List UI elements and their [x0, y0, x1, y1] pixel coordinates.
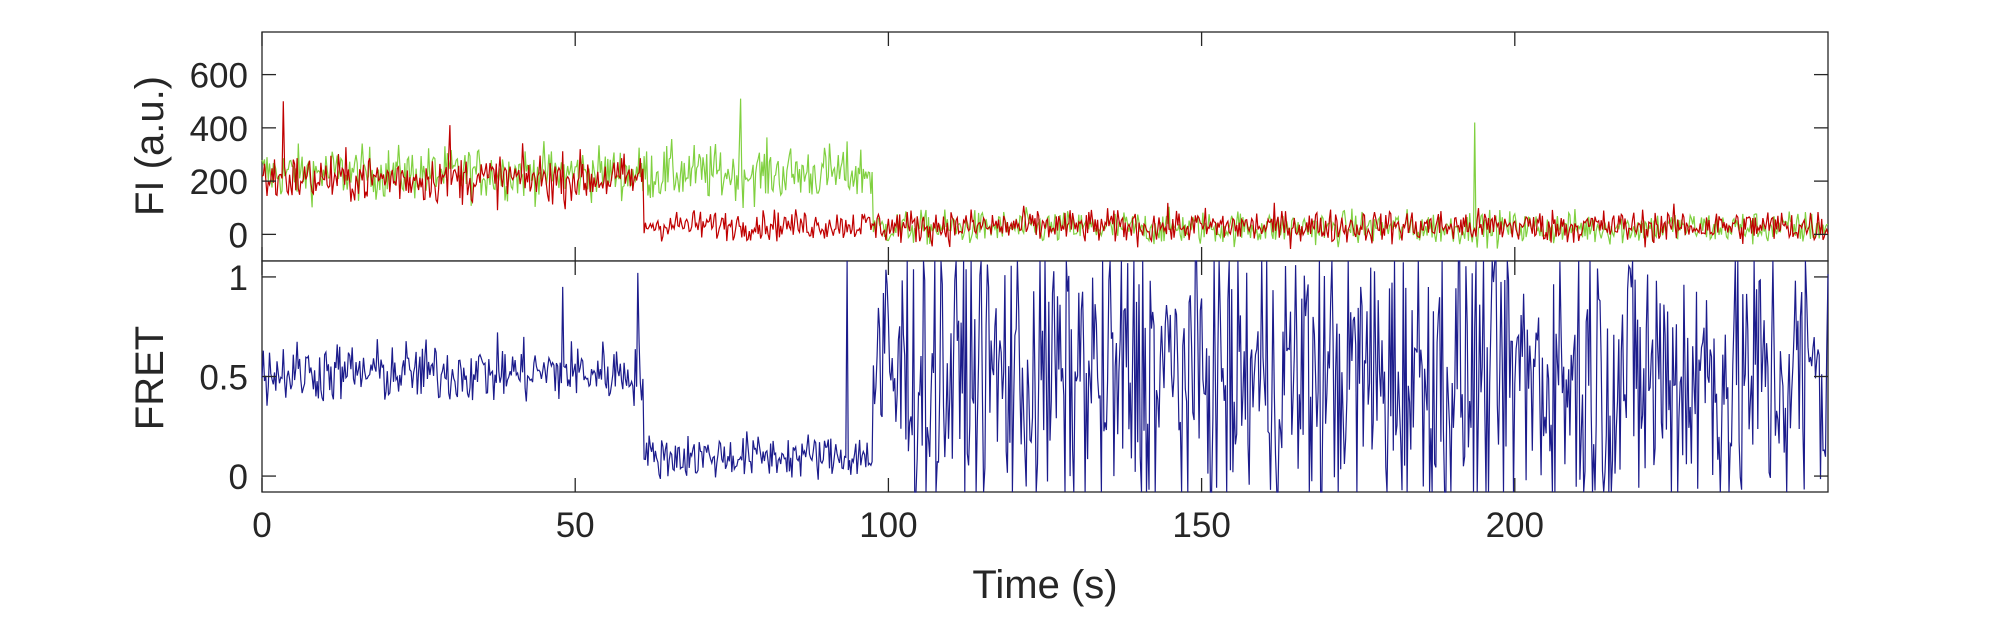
fret-series-line-0: [261, 260, 1829, 493]
time-xtick-label: 200: [1486, 506, 1544, 545]
time-x-ticks: 0 50 100 150 200: [252, 506, 1544, 545]
intensity-ytick-label: 400: [190, 110, 248, 149]
intensity-ytick-label: 600: [190, 57, 248, 96]
fret-traces: [261, 260, 1829, 493]
fret-ytick-label: 0.5: [199, 359, 248, 398]
time-xlabel: Time (s): [972, 563, 1117, 607]
fret-ytick-label: 1: [229, 259, 248, 298]
time-xtick-label: 0: [252, 506, 271, 545]
fret-panel: 00.51 0 50 100 150 200 FRET: [128, 259, 1829, 545]
intensity-panel: 0 200 400 600 FI (a.u.): [128, 31, 1829, 262]
intensity-series-line-1: [261, 101, 1829, 250]
intensity-ytick-label: 200: [190, 163, 248, 202]
time-xtick-label: 150: [1172, 506, 1230, 545]
intensity-y-ticks: 0 200 400 600: [190, 32, 1828, 261]
fret-ytick-label: 0: [229, 458, 248, 497]
intensity-ylabel: FI (a.u.): [128, 76, 172, 216]
time-xtick-label: 50: [556, 506, 595, 545]
intensity-traces: [261, 98, 1829, 250]
time-xtick-label: 100: [859, 506, 917, 545]
fret-y-ticks: 00.51: [199, 259, 1828, 497]
fret-ylabel: FRET: [128, 326, 172, 430]
intensity-ytick-label: 0: [229, 216, 248, 255]
